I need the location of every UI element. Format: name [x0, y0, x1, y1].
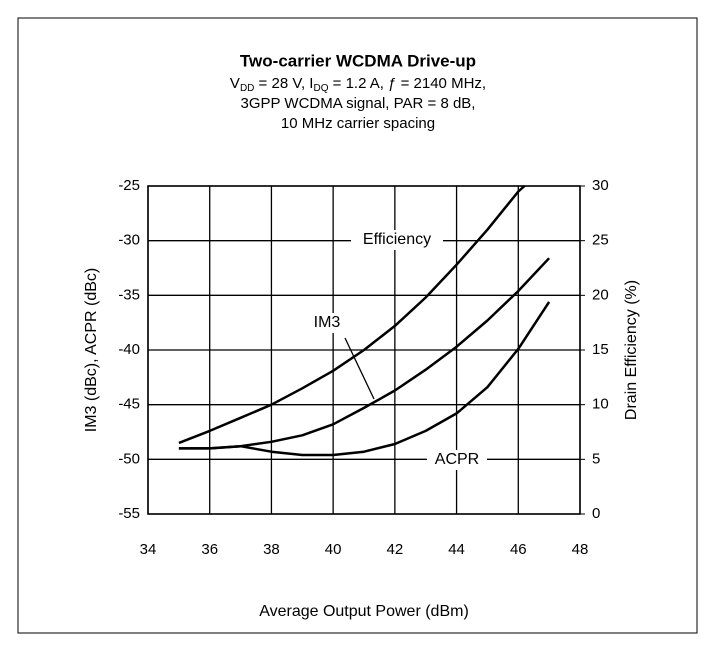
y-tick-label: -50	[118, 450, 140, 467]
subtitle-part: V	[230, 75, 240, 92]
legend-label: IM3	[314, 314, 341, 331]
y2-tick-label: 15	[592, 341, 609, 358]
x-tick-label: 38	[263, 541, 280, 558]
label-bg	[304, 313, 350, 333]
subtitle-part: = 28 V, I	[254, 75, 313, 92]
subtitle: VDD = 28 V, IDQ = 1.2 A, ƒ = 2140 MHz,3G…	[230, 75, 486, 132]
y-tick-label: -55	[118, 505, 140, 522]
x-tick-label: 44	[448, 541, 465, 558]
series-line	[178, 301, 551, 457]
y-axis-label: IM3 (dBc), ACPR (dBc)	[83, 268, 100, 432]
x-tick-label: 42	[387, 541, 404, 558]
legend-label: ACPR	[435, 451, 479, 468]
y2-tick-label: 30	[592, 177, 609, 194]
subtitle-part: = 1.2 A, ƒ = 2140 MHz,	[328, 75, 486, 92]
y2-tick-label: 10	[592, 396, 609, 413]
y2-axis-label: Drain Efficiency (%)	[623, 280, 640, 420]
x-tick-label: 48	[572, 541, 589, 558]
subtitle-line: 3GPP WCDMA signal, PAR = 8 dB,	[241, 95, 476, 112]
plot-border	[147, 185, 581, 515]
subtitle-line: 10 MHz carrier spacing	[281, 115, 435, 132]
x-tick-label: 40	[325, 541, 342, 558]
y2-tick-label: 5	[592, 450, 600, 467]
y2-tick-label: 20	[592, 286, 609, 303]
y-tick-label: -45	[118, 396, 140, 413]
y2-tick-label: 0	[592, 505, 600, 522]
y-tick-label: -30	[118, 232, 140, 249]
label-bg	[351, 230, 443, 250]
x-axis-label: Average Output Power (dBm)	[259, 603, 469, 620]
y-tick-label: -25	[118, 177, 140, 194]
legend-label: Efficiency	[363, 231, 431, 248]
subtitle-part: 10 MHz carrier spacing	[281, 115, 435, 132]
subtitle-line: VDD = 28 V, IDQ = 1.2 A, ƒ = 2140 MHz,	[230, 75, 486, 94]
leader-line	[344, 337, 375, 400]
subtitle-part: DQ	[313, 83, 328, 94]
y-tick-label: -40	[118, 341, 140, 358]
subtitle-part: DD	[240, 83, 254, 94]
label-bg	[427, 450, 487, 470]
x-tick-label: 34	[140, 541, 157, 558]
chart-title: Two-carrier WCDMA Drive-up	[240, 51, 476, 70]
y2-tick-label: 25	[592, 232, 609, 249]
x-tick-label: 46	[510, 541, 527, 558]
x-tick-label: 36	[201, 541, 218, 558]
subtitle-part: 3GPP WCDMA signal, PAR = 8 dB,	[241, 95, 476, 112]
frame	[17, 17, 698, 634]
y-tick-label: -35	[118, 286, 140, 303]
series-line	[178, 185, 526, 445]
